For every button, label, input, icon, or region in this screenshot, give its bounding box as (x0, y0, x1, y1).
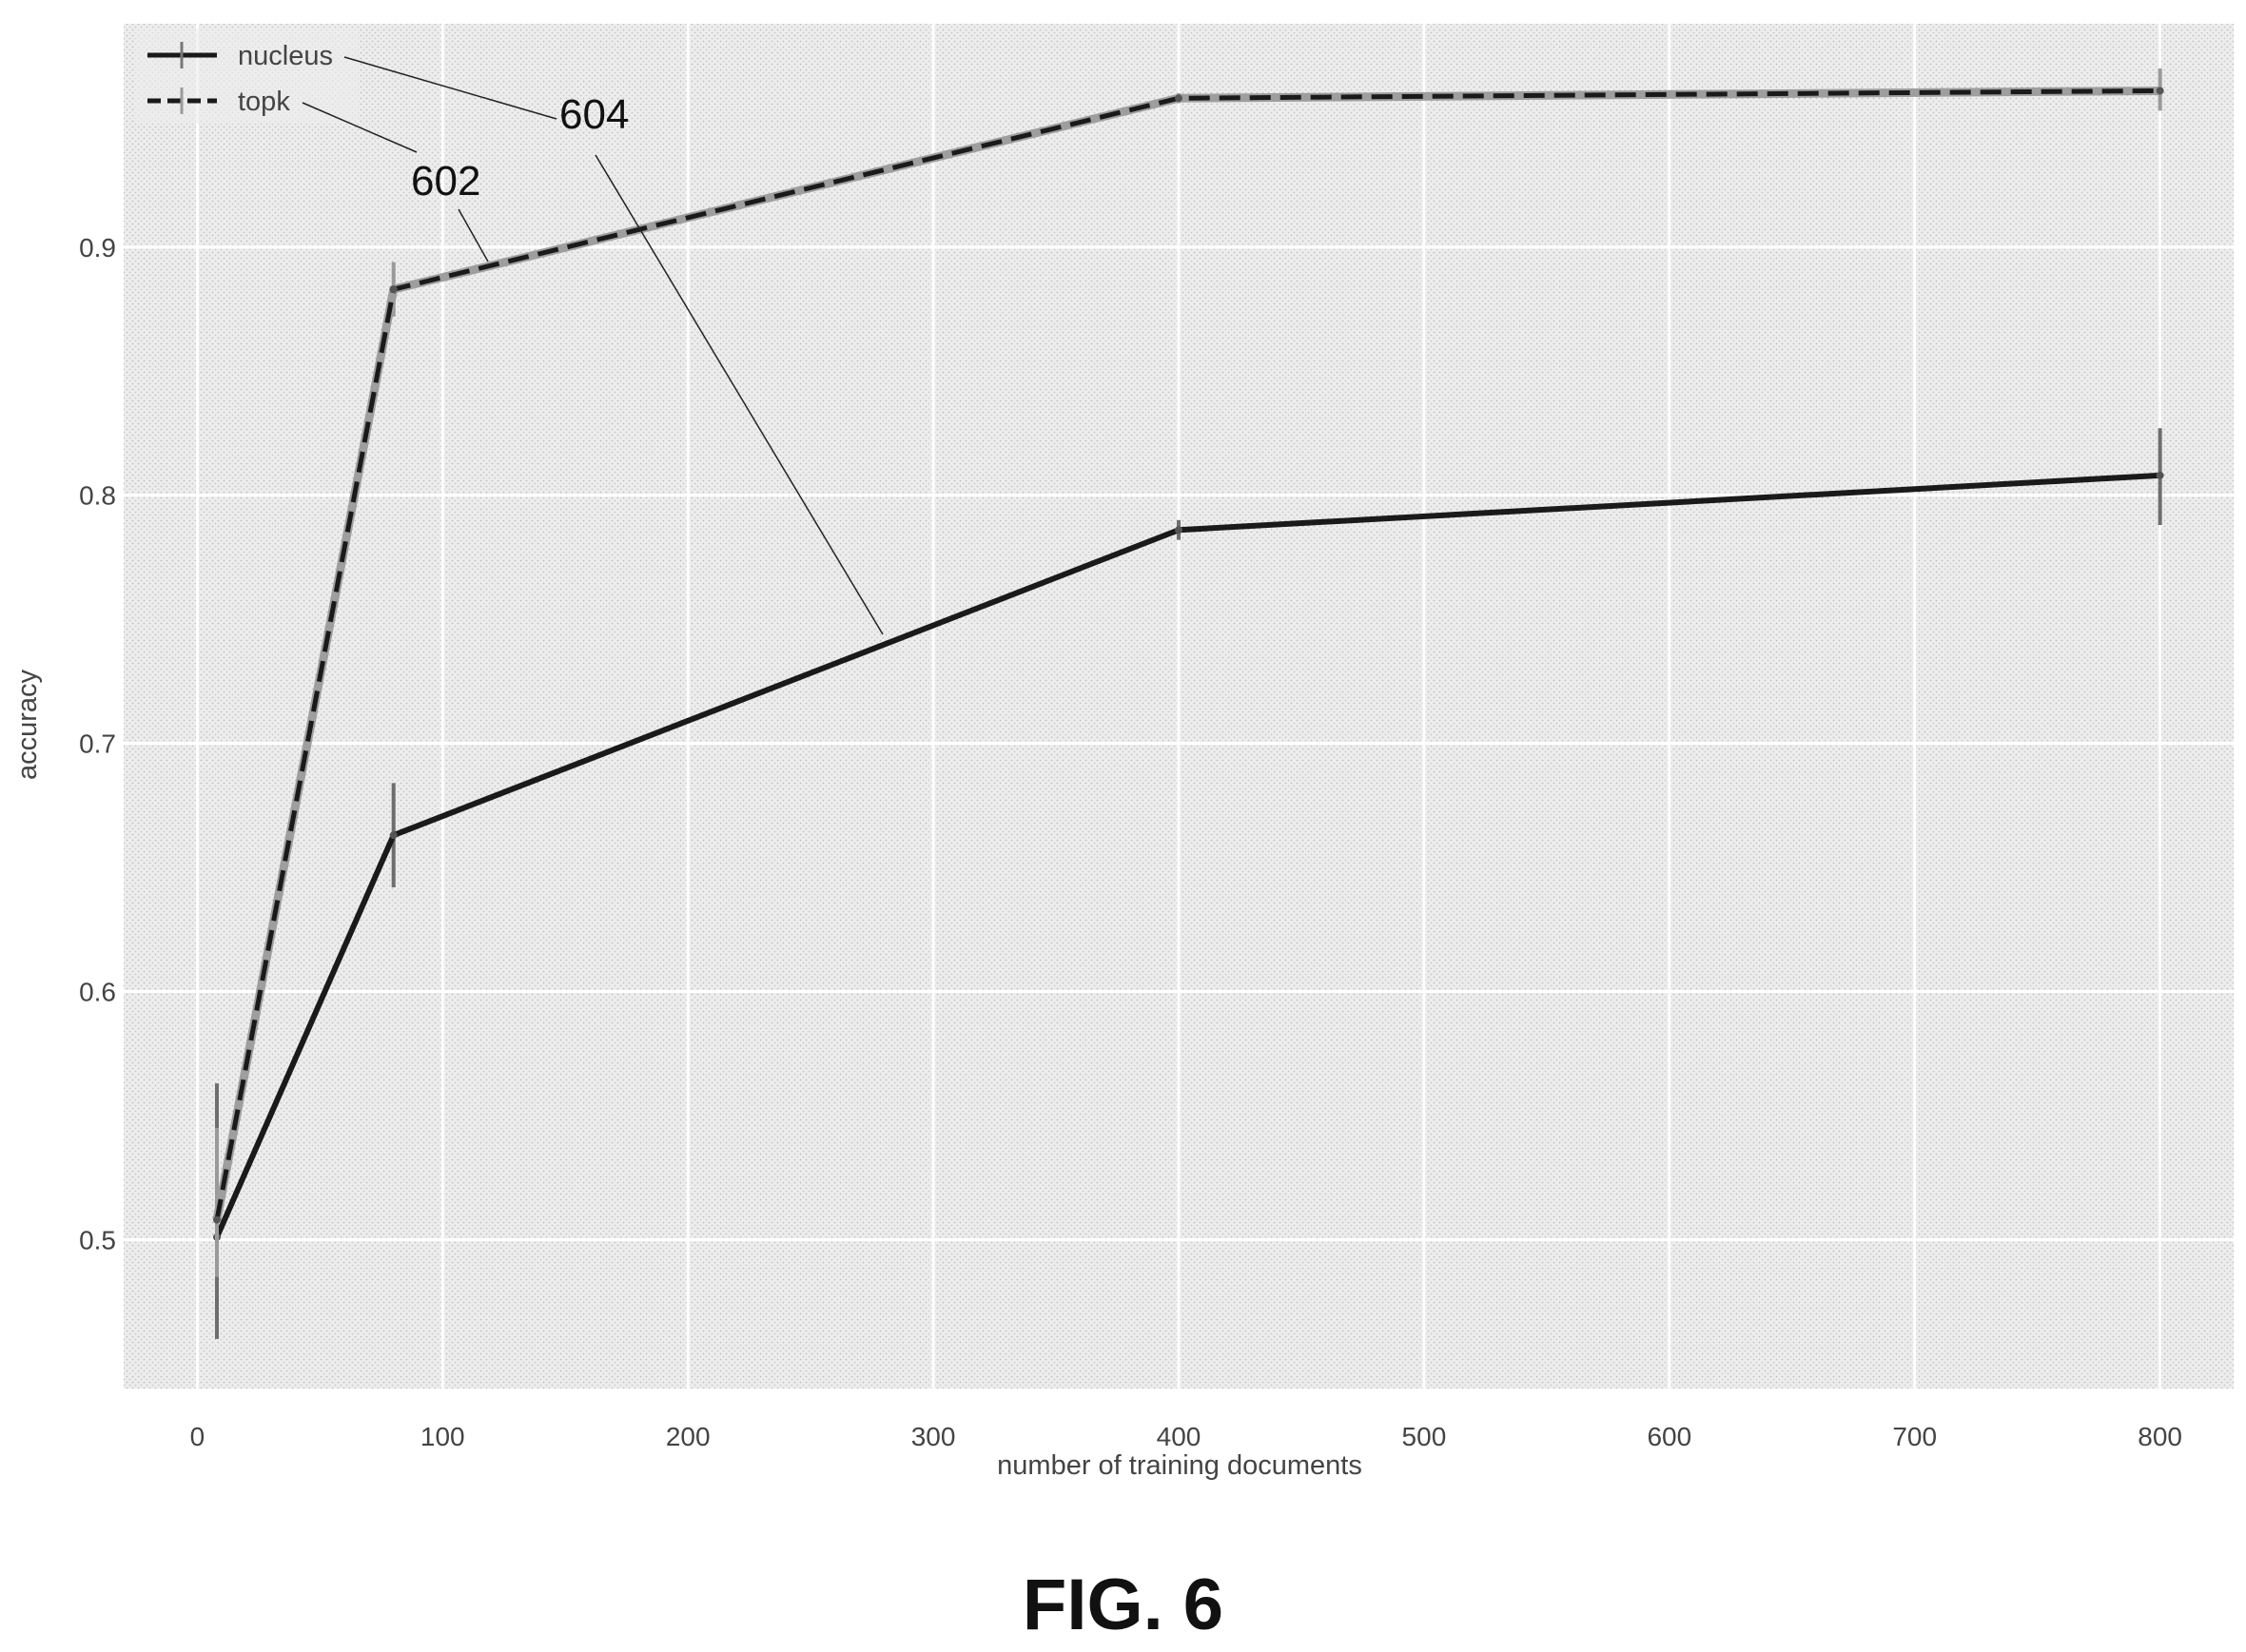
legend-box (135, 29, 359, 124)
data-point-topk (389, 285, 398, 294)
x-tick-label: 600 (1647, 1422, 1691, 1451)
series-layer (212, 68, 2164, 1339)
y-tick-label: 0.6 (79, 978, 116, 1007)
legend: nucleus topk (135, 29, 359, 124)
data-point-topk (1175, 94, 1182, 103)
x-tick-label: 300 (911, 1422, 956, 1451)
reference-numeral-602: 602 (411, 158, 480, 204)
x-tick-label: 0 (190, 1422, 205, 1451)
series-line-topk (214, 87, 2160, 1221)
series-line-nucleus (214, 472, 2160, 1239)
data-point-nucleus (389, 831, 398, 840)
leader-line-602-legend (302, 102, 418, 153)
x-tick-label: 200 (666, 1422, 711, 1451)
series-topk (212, 68, 2164, 1277)
y-tick-label: 0.9 (79, 233, 116, 262)
x-axis-title: number of training documents (997, 1450, 1362, 1481)
y-tick-label: 0.7 (79, 729, 116, 759)
y-axis-title: accuracy (12, 669, 43, 780)
reference-numeral-604: 604 (559, 91, 629, 138)
tick-labels: 0 100 200 300 400 500 600 700 800 0.5 0.6 0.7 0.8 0.9 (79, 233, 2182, 1451)
data-point-nucleus (2156, 471, 2164, 479)
leader-line-602-curve (458, 208, 489, 262)
legend-label-nucleus: nucleus (238, 41, 333, 71)
x-tick-label: 500 (1402, 1422, 1447, 1451)
data-point-nucleus (1175, 526, 1182, 534)
legend-label-topk: topk (238, 87, 290, 117)
x-tick-label: 800 (2138, 1422, 2182, 1451)
y-tick-label: 0.5 (79, 1225, 116, 1254)
data-point-topk (2156, 87, 2164, 95)
data-point-topk (213, 1215, 222, 1224)
leader-line-604-legend (343, 56, 557, 120)
x-tick-label: 100 (420, 1422, 465, 1451)
x-tick-label: 700 (1892, 1422, 1937, 1451)
leader-line-604-curve (595, 154, 884, 635)
figure-caption: FIG. 6 (1022, 1565, 1224, 1645)
grid-lines (124, 24, 2234, 1389)
annotations: 604 602 (302, 56, 884, 635)
y-tick-label: 0.8 (79, 481, 116, 511)
x-tick-label: 400 (1157, 1422, 1201, 1451)
